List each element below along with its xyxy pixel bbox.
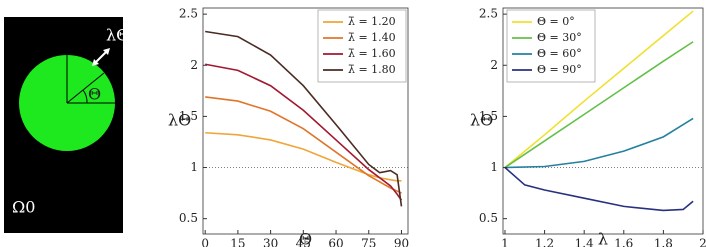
y-tick-label: 2.5 [479, 7, 498, 21]
arrow-heads [92, 48, 110, 66]
y-tick-label: 2 [190, 58, 198, 72]
y-tick-label: 1.5 [179, 109, 198, 123]
domain-diagram: λΘ Θ Ω0 [4, 17, 129, 233]
x-tick-label: 1.8 [654, 237, 673, 247]
y-tick-label: 2.5 [179, 7, 198, 21]
legend-label: λ̄ = 1.80 [348, 63, 396, 76]
angle-arc [82, 89, 88, 104]
x-tick-label: 1 [501, 237, 509, 247]
domain-label: Ω0 [12, 198, 35, 217]
y-tick-label: 1 [490, 160, 498, 174]
x-axis-label: Θ [299, 230, 312, 247]
y-axis-label: λΘ [168, 111, 191, 130]
y-tick-label: 1.5 [479, 109, 498, 123]
chart: 0 15 30 45 60 75 90 0.5 1 1.5 2 2.5 ΘλΘ λ̄ = 1.20 λ̄ =… [168, 7, 409, 247]
x-tick-label: 0 [201, 237, 209, 247]
x-tick-label: 45 [296, 237, 311, 247]
x-tick-label: 1.4 [575, 237, 594, 247]
series-line [205, 131, 402, 182]
legend-label: Θ = 90° [537, 63, 582, 76]
x-tick-label: 30 [263, 237, 278, 247]
y-tick-label: 1 [190, 160, 198, 174]
y-axis-label: λΘ [470, 111, 493, 130]
legend-label: λ̄ = 1.60 [348, 47, 396, 60]
x-tick-label: 75 [361, 237, 376, 247]
legend-label: λ̄ = 1.40 [348, 31, 396, 44]
series-line [205, 96, 402, 194]
y-tick-label: 2 [490, 58, 498, 72]
series-line [205, 30, 403, 207]
x-tick-label: 1.6 [614, 237, 633, 247]
series-line [504, 10, 694, 169]
series-line [504, 166, 694, 212]
legend-label: Θ = 30° [537, 31, 582, 44]
series-line [504, 117, 694, 169]
x-axis-label: λ [598, 230, 608, 247]
x-tick-label: 15 [230, 237, 245, 247]
radius-line [66, 72, 105, 104]
plot-frame [502, 7, 704, 235]
legend-label: Θ = 0° [537, 15, 575, 28]
legend-label: λ̄ = 1.20 [348, 15, 396, 28]
series-line [205, 63, 403, 201]
x-tick-label: 90 [394, 237, 409, 247]
y-tick-label: 0.5 [479, 211, 498, 225]
x-tick-label: 60 [328, 237, 343, 247]
series-line [504, 41, 694, 169]
x-tick-label: 2 [699, 237, 706, 247]
x-tick-label: 1.2 [535, 237, 554, 247]
arrow-label: λΘ [106, 26, 129, 45]
legend-label: Θ = 60° [537, 47, 582, 60]
chart: 1 1.2 1.4 1.6 1.8 2 0.5 1 1.5 2 2.5 λ λΘ Θ = 0° Θ = 30… [470, 7, 706, 247]
y-tick-label: 0.5 [179, 211, 198, 225]
angle-label: Θ [88, 85, 101, 104]
plot-frame [202, 7, 409, 235]
